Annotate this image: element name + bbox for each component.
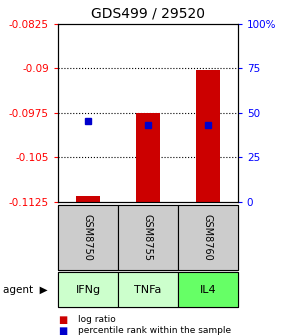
Text: GSM8755: GSM8755 bbox=[143, 214, 153, 261]
Bar bbox=[118, 205, 178, 270]
Text: IL4: IL4 bbox=[200, 285, 216, 295]
Text: ■: ■ bbox=[58, 315, 67, 325]
Text: GSM8750: GSM8750 bbox=[83, 214, 93, 261]
Text: percentile rank within the sample: percentile rank within the sample bbox=[78, 326, 231, 335]
Text: log ratio: log ratio bbox=[78, 316, 116, 324]
Text: GSM8760: GSM8760 bbox=[203, 214, 213, 261]
Text: ■: ■ bbox=[58, 326, 67, 336]
Bar bbox=[178, 205, 238, 270]
Bar bbox=[58, 272, 118, 307]
Text: agent  ▶: agent ▶ bbox=[3, 285, 48, 295]
Bar bbox=[178, 272, 238, 307]
Text: TNFa: TNFa bbox=[134, 285, 162, 295]
Title: GDS499 / 29520: GDS499 / 29520 bbox=[91, 7, 205, 21]
Bar bbox=[76, 196, 100, 202]
Text: IFNg: IFNg bbox=[75, 285, 101, 295]
Bar bbox=[58, 205, 118, 270]
Bar bbox=[118, 272, 178, 307]
Bar bbox=[136, 113, 160, 202]
Bar bbox=[196, 70, 220, 202]
